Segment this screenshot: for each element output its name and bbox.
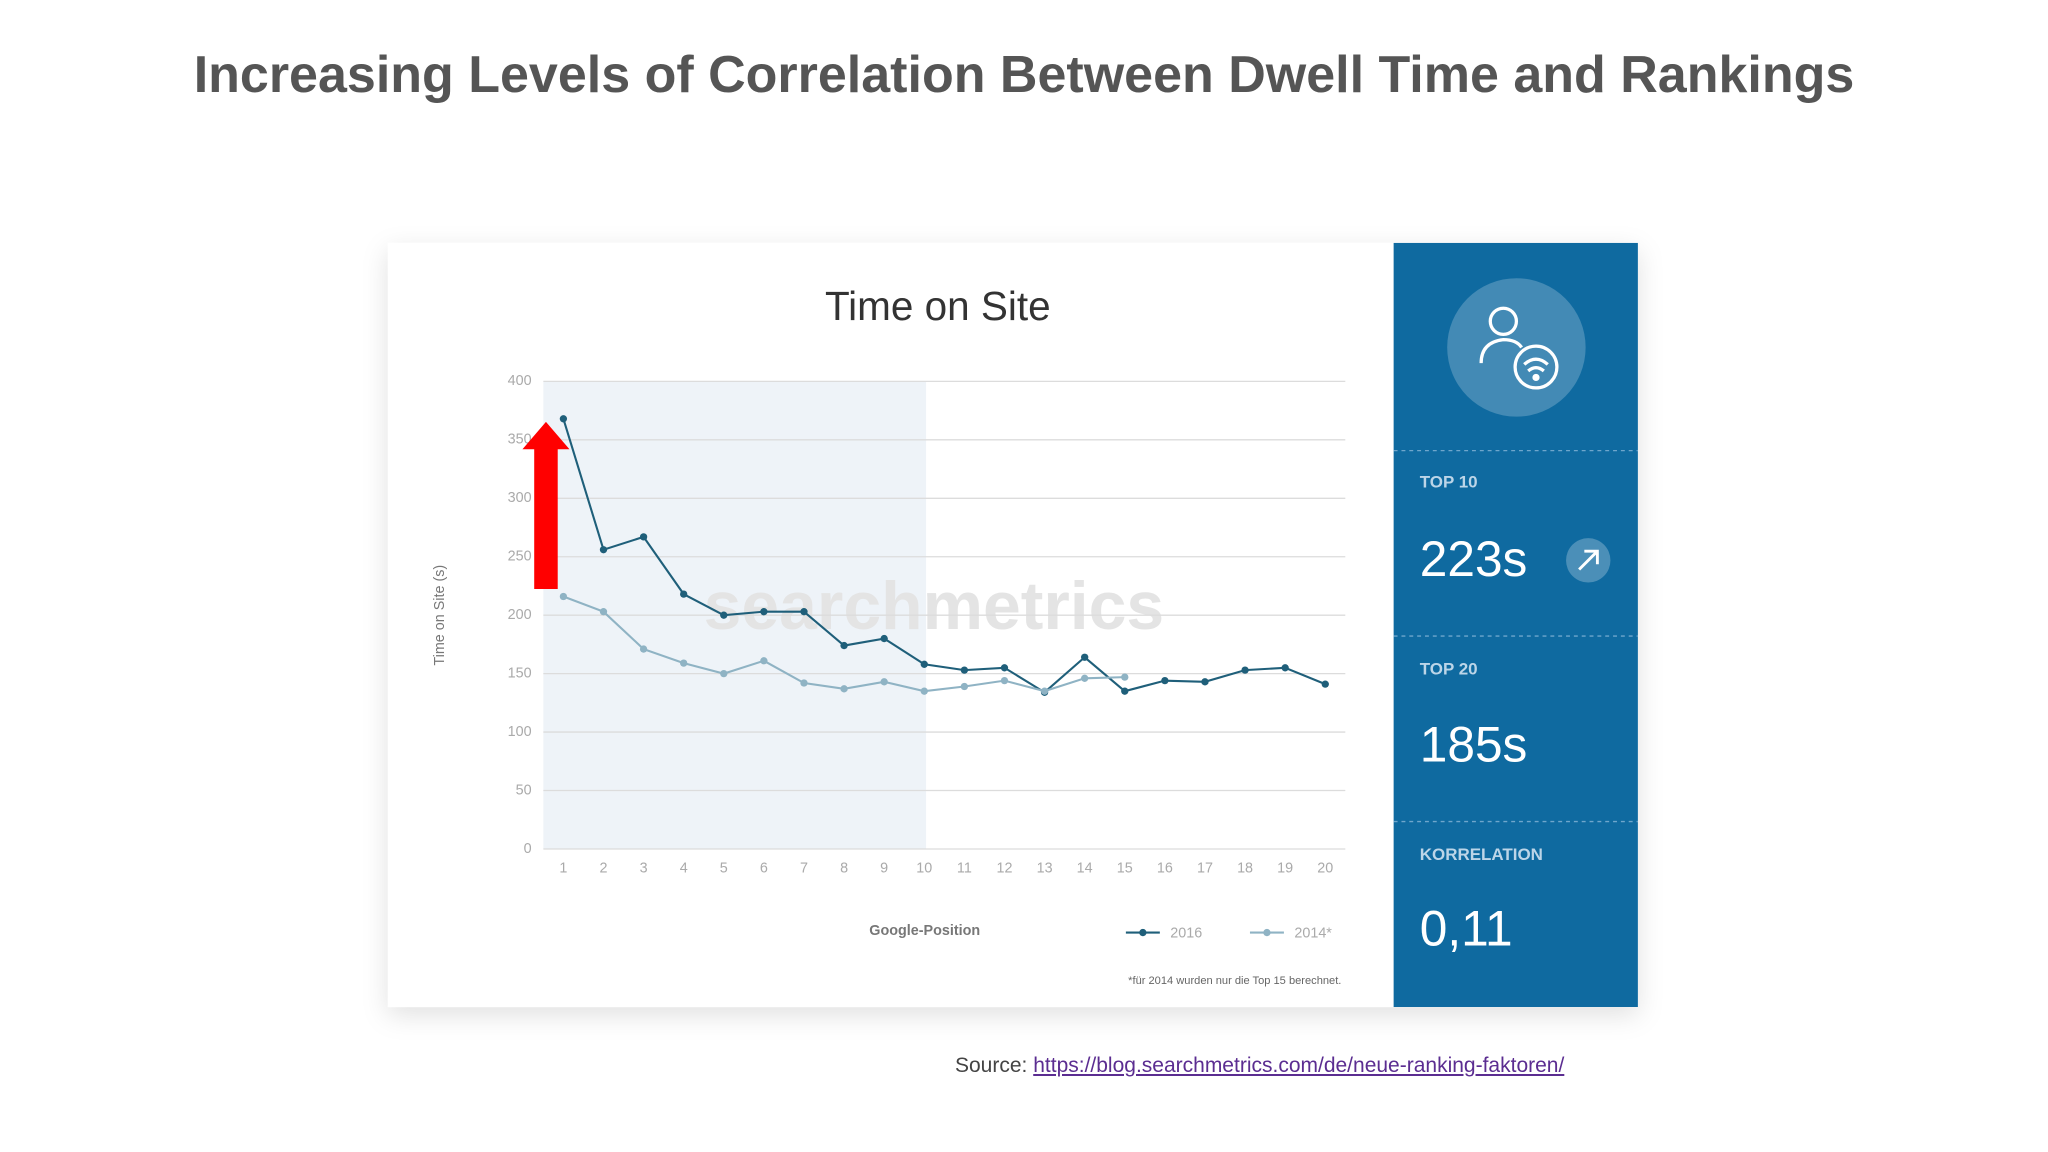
data-point	[1121, 687, 1129, 695]
x-tick-label: 9	[880, 860, 888, 876]
y-tick-label: 50	[516, 782, 532, 798]
data-point	[639, 533, 648, 541]
legend-label: 2014*	[1294, 926, 1332, 942]
legend-dot	[1263, 928, 1271, 937]
panel-value: 223s	[1420, 531, 1528, 587]
data-point	[559, 415, 568, 423]
x-axis-label: Google-Position	[869, 923, 980, 939]
data-point	[760, 657, 768, 665]
red-arrow	[522, 421, 570, 590]
x-tick-label: 17	[1197, 860, 1213, 876]
data-point	[720, 611, 728, 619]
data-point	[840, 641, 848, 650]
data-point	[1161, 676, 1169, 685]
y-tick-label: 200	[508, 607, 532, 623]
data-point	[1241, 666, 1249, 674]
data-point	[920, 660, 928, 668]
source: Source: https://blog.searchmetrics.com/d…	[955, 1054, 1564, 1078]
data-point	[1040, 687, 1049, 695]
data-point	[1201, 678, 1209, 686]
data-point	[680, 659, 688, 667]
data-point	[1000, 676, 1009, 685]
data-point	[1081, 653, 1089, 661]
data-point	[1081, 674, 1089, 682]
data-point	[599, 546, 608, 554]
x-tick-label: 2	[599, 860, 607, 876]
data-point	[800, 679, 808, 687]
data-point	[599, 608, 608, 616]
y-tick-label: 350	[508, 432, 532, 448]
x-tick-label: 1	[559, 860, 567, 876]
x-tick-label: 16	[1157, 860, 1173, 876]
data-point	[639, 645, 648, 653]
panel-label: TOP 20	[1420, 660, 1478, 679]
x-tick-label: 5	[720, 860, 728, 876]
legend-label: 2016	[1170, 926, 1202, 942]
data-point	[920, 687, 928, 695]
slide-title: Increasing Levels of Correlation Between…	[193, 46, 1855, 104]
user-icon	[1479, 306, 1559, 390]
chart-title: Time on Site	[825, 283, 1051, 329]
data-point	[960, 682, 969, 691]
panel-value: 185s	[1420, 717, 1528, 773]
x-tick-label: 10	[916, 860, 932, 876]
y-tick-label: 150	[508, 665, 532, 681]
legend-dot	[1139, 928, 1147, 937]
source-label: Source:	[955, 1054, 1028, 1077]
x-tick-label: 6	[760, 860, 768, 876]
x-tick-label: 4	[680, 860, 688, 876]
icon-circle	[1447, 278, 1586, 417]
panel-label: KORRELATION	[1420, 845, 1543, 864]
y-tick-label: 100	[508, 724, 532, 740]
x-tick-label: 3	[640, 860, 648, 876]
data-point	[1281, 664, 1289, 672]
x-tick-label: 19	[1277, 860, 1293, 876]
data-point	[559, 592, 568, 601]
data-point	[800, 608, 808, 616]
x-tick-label: 15	[1117, 860, 1133, 876]
panel-dividers	[1393, 449, 1638, 823]
data-point	[880, 634, 888, 643]
x-tick-label: 13	[1037, 860, 1053, 876]
data-point	[960, 666, 969, 674]
data-point	[1000, 664, 1009, 672]
data-point	[840, 685, 848, 693]
x-tick-label: 20	[1317, 860, 1333, 876]
data-point	[720, 669, 728, 678]
data-point	[1321, 680, 1329, 688]
x-tick-label: 11	[957, 860, 972, 876]
x-tick-label: 14	[1077, 860, 1093, 876]
x-tick-label: 18	[1237, 860, 1253, 876]
panel-label: TOP 10	[1420, 473, 1478, 492]
y-tick-label: 300	[508, 490, 532, 506]
y-tick-label: 0	[524, 841, 532, 857]
watermark: searchmetrics	[704, 569, 1165, 644]
data-point	[880, 678, 888, 686]
panel-value: 0,11	[1420, 901, 1513, 957]
data-point	[1121, 673, 1129, 681]
y-tick-label: 400	[508, 373, 532, 389]
series-line	[562, 418, 1326, 694]
data-point	[760, 608, 768, 616]
footnote: *für 2014 wurden nur die Top 15 berechne…	[1128, 975, 1341, 987]
data-point	[680, 590, 688, 598]
y-tick-label: 250	[508, 549, 532, 565]
x-tick-label: 8	[840, 860, 848, 876]
y-axis-label: Time on Site (s)	[432, 565, 448, 666]
trend-arrow	[1578, 549, 1599, 571]
source-link[interactable]: https://blog.searchmetrics.com/de/neue-r…	[1033, 1054, 1565, 1077]
x-tick-label: 12	[996, 860, 1012, 876]
x-tick-label: 7	[800, 860, 808, 876]
